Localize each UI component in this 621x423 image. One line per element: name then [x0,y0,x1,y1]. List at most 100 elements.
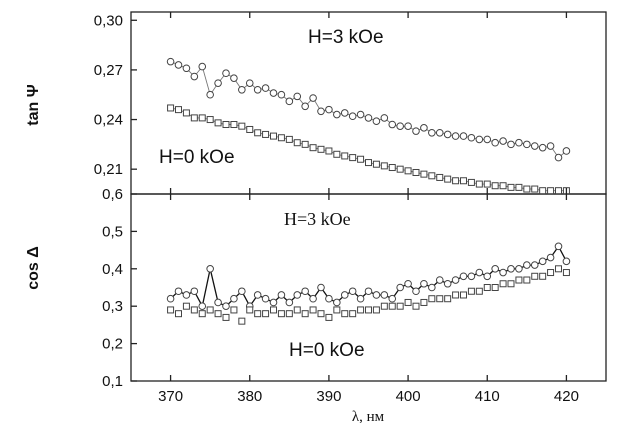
data-point-circle [372,117,381,125]
data-point-circle [230,294,238,303]
data-point-circle [451,132,460,140]
x-tick-label: 400 [396,388,421,405]
cos-delta-axis-label: cos Δ [25,246,42,290]
data-point-square [515,183,523,191]
data-point-circle [190,72,199,81]
x-tick-label: 420 [554,388,579,405]
data-point-square [467,287,475,295]
data-point-square [412,302,420,310]
data-point-square [555,265,562,273]
data-point-circle [325,294,333,303]
data-point-square [309,144,317,152]
data-point-square [523,185,531,193]
data-point-square [277,134,285,142]
data-point-square [452,291,460,299]
data-point-circle [467,272,476,281]
data-point-circle [372,291,381,299]
data-point-circle [475,268,484,277]
data-point-square [325,147,333,155]
data-point-square [190,114,198,122]
data-point-circle [325,105,333,114]
data-point-square [230,306,238,314]
data-point-circle [238,85,246,94]
data-point-square [341,152,349,160]
bottom-annotation-h0: H=0 kOe [289,340,365,361]
data-point-circle [404,279,412,288]
data-point-circle [166,57,175,66]
data-point-circle [515,138,523,147]
data-point-square [420,298,428,306]
data-point-square [460,177,467,185]
data-point-square [270,306,277,314]
top-annotation-h0: H=0 kOe [159,147,235,168]
data-point-square [372,306,380,314]
series-line [170,245,567,309]
data-point-circle [277,291,286,299]
data-point-circle [364,114,373,122]
data-point-circle [420,279,428,288]
y-tick-label: 0,6 [102,186,123,203]
data-point-circle [459,132,468,140]
data-point-square [365,159,372,167]
data-point-square [483,284,491,291]
data-point-circle [348,287,357,296]
data-point-square [515,276,523,284]
data-point-square [246,125,254,133]
data-point-square [491,182,499,190]
data-point-circle [499,268,507,277]
data-point-circle [309,94,317,102]
y-tick-label: 0,5 [102,223,123,240]
data-point-circle [507,265,515,273]
data-point-square [293,139,301,147]
data-point-square [317,145,325,153]
y-tick-label: 0,2 [102,336,123,353]
y-tick-label: 0,27 [94,62,123,79]
data-point-square [388,302,396,310]
data-point-square [475,287,483,295]
data-point-square [404,298,412,306]
data-point-square [285,135,293,143]
data-point-circle [222,302,230,311]
data-point-square [396,302,404,310]
data-point-square [483,180,491,188]
y-tick-label: 0,30 [94,12,123,29]
data-point-circle [293,291,302,299]
data-point-circle [285,97,294,106]
data-point-circle [190,287,199,296]
top-annotation-h3: H=3 kOe [308,27,384,48]
data-point-circle [538,257,547,266]
data-point-circle [261,294,270,303]
data-point-square [317,310,325,318]
data-point-circle [293,92,302,101]
x-tick-label: 370 [158,388,183,405]
data-point-square [547,187,555,195]
data-point-circle [412,287,420,296]
data-point-square [230,121,238,129]
data-point-circle [388,120,397,129]
data-point-circle [491,265,499,273]
data-point-square [436,173,444,181]
data-point-circle [317,283,325,292]
data-point-square [547,269,555,277]
data-point-circle [499,137,507,145]
tan-psi-axis-label: tan Ψ [25,84,42,125]
data-point-circle [435,128,444,137]
data-point-square [270,132,277,140]
data-point-circle [420,124,428,132]
data-point-square [412,168,420,176]
data-point-square [555,187,562,195]
data-point-circle [340,291,349,299]
data-point-circle [333,298,341,307]
data-point-circle [206,90,214,99]
data-point-square [341,310,349,318]
data-point-square [214,119,222,127]
data-point-circle [238,287,246,296]
data-point-circle [348,112,357,121]
data-point-circle [554,153,563,162]
data-point-circle [214,298,222,307]
data-point-square [491,284,499,291]
data-point-circle [356,294,365,303]
data-point-square [475,180,483,188]
data-point-square [436,295,444,303]
